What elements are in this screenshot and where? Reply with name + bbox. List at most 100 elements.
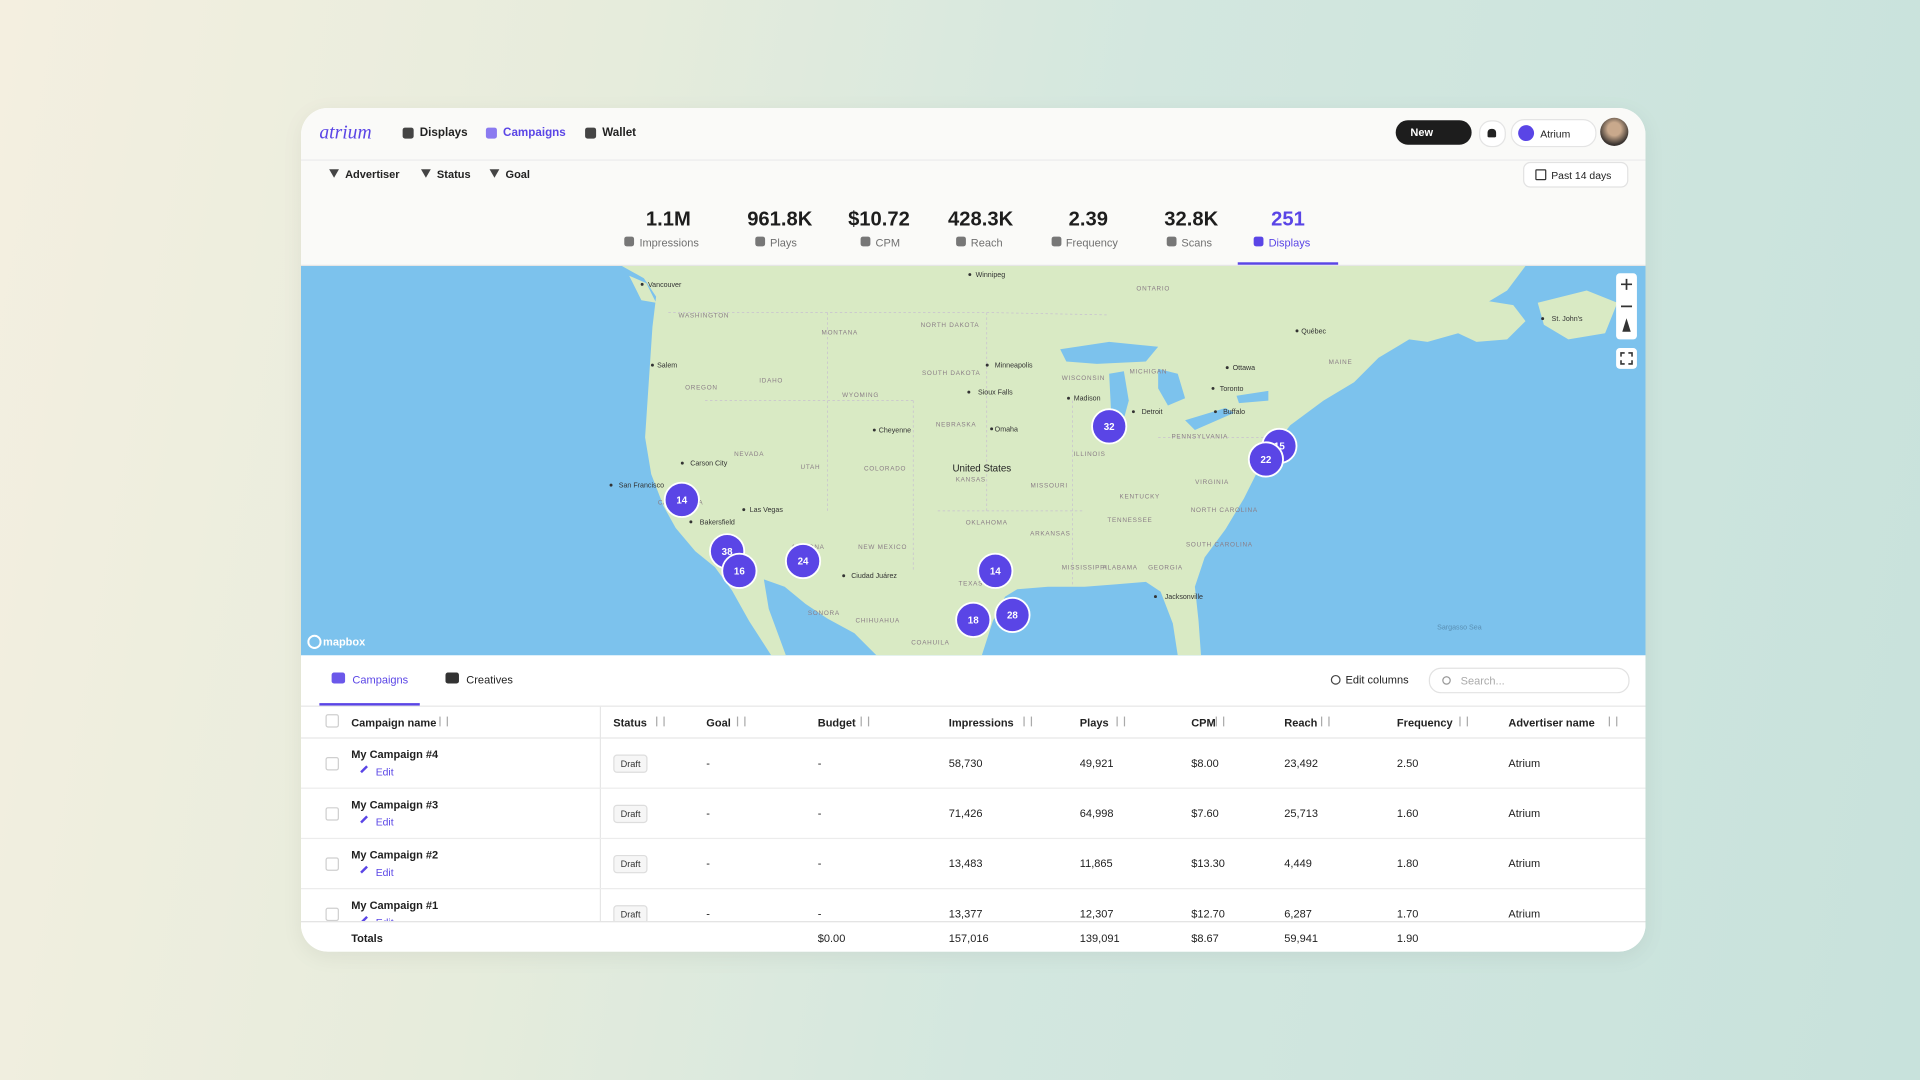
cluster-circle <box>977 552 1014 589</box>
campaign-name[interactable]: My Campaign #4 <box>351 748 439 761</box>
new-button[interactable]: New <box>1395 120 1472 145</box>
stat-label[interactable]: CPM <box>875 236 901 249</box>
column-header[interactable]: Frequency <box>1396 716 1453 729</box>
stat-icon <box>755 236 766 247</box>
map[interactable]: Vancouver WASHINGTON OREGON IDAHO MONTANA NOR… <box>301 265 1646 656</box>
header-checkbox[interactable] <box>325 714 339 728</box>
stat-value[interactable]: 428.3K <box>948 208 1014 231</box>
map-label: Jacksonville <box>1165 593 1203 601</box>
column-header[interactable]: Impressions <box>948 716 1014 729</box>
map-cluster[interactable]: 16 <box>721 552 758 589</box>
filter-button[interactable]: Status <box>411 163 482 185</box>
table-cell: Atrium <box>1508 807 1541 820</box>
city-dot <box>609 483 613 487</box>
filter-label[interactable]: Goal <box>505 168 531 181</box>
map-label: KENTUCKY <box>1120 494 1161 501</box>
filter-button[interactable]: Goal <box>480 163 544 185</box>
column-header[interactable]: Goal <box>706 716 731 729</box>
workspace-name[interactable]: Atrium <box>1540 127 1571 140</box>
campaign-name[interactable]: My Campaign #1 <box>351 899 439 912</box>
map-label: Carson City <box>690 460 728 468</box>
map-cluster[interactable]: 14 <box>977 552 1014 589</box>
map-label: IDAHO <box>759 377 783 384</box>
stat-value[interactable]: $10.72 <box>848 208 910 231</box>
search-placeholder[interactable]: Search... <box>1460 674 1505 688</box>
map-cluster[interactable]: 32 <box>1091 408 1128 445</box>
column-header[interactable]: Budget <box>817 716 856 729</box>
tab-label[interactable]: Creatives <box>466 673 513 686</box>
stat-label[interactable]: Reach <box>970 236 1003 249</box>
edit-columns-button[interactable]: Edit columns <box>1345 673 1409 686</box>
date-range-label[interactable]: Past 14 days <box>1551 169 1612 182</box>
fullscreen-icon[interactable] <box>1620 352 1633 365</box>
lake <box>1060 341 1159 364</box>
map-cluster[interactable]: 18 <box>955 601 992 638</box>
edit-link[interactable]: Edit <box>376 916 394 921</box>
fullscreen-button[interactable] <box>1616 348 1637 369</box>
stat-label[interactable]: Displays <box>1268 236 1311 249</box>
edit-columns-icon <box>1330 674 1341 685</box>
stat-value[interactable]: 32.8K <box>1164 208 1219 231</box>
stat-label[interactable]: Plays <box>769 236 797 249</box>
tab-label[interactable]: Campaigns <box>352 673 409 686</box>
search-input[interactable]: Search... <box>1428 667 1630 694</box>
column-header[interactable]: Plays <box>1079 716 1109 729</box>
nav-item[interactable]: Wallet <box>602 126 637 140</box>
campaign-name[interactable]: My Campaign #2 <box>351 848 439 862</box>
nav-item[interactable]: Displays <box>419 126 468 140</box>
date-range-button[interactable]: Past 14 days <box>1523 161 1629 188</box>
zoom-icons[interactable] <box>1621 278 1633 332</box>
stat-label[interactable]: Frequency <box>1065 236 1118 249</box>
stat-value[interactable]: 251 <box>1271 208 1305 231</box>
cluster-circle <box>955 601 992 638</box>
map-cluster[interactable]: 24 <box>784 543 822 580</box>
tab-icon <box>331 672 346 684</box>
filter-label[interactable]: Status <box>436 168 471 181</box>
workspace-switcher[interactable]: Atrium <box>1510 119 1597 148</box>
column-header[interactable]: Campaign name <box>351 716 437 729</box>
table-cell: 1.80 <box>1396 857 1419 870</box>
filter-button[interactable]: Advertiser <box>319 163 407 185</box>
map-label: WASHINGTON <box>678 312 729 319</box>
table-cell: 4,449 <box>1284 857 1312 870</box>
filter-label[interactable]: Advertiser <box>345 168 400 181</box>
table-cell: 1.60 <box>1396 807 1419 820</box>
stat-label[interactable]: Impressions <box>639 236 699 249</box>
map-cluster[interactable]: 22 <box>1247 441 1284 478</box>
map-label: Detroit <box>1142 408 1163 416</box>
stat-label[interactable]: Scans <box>1181 236 1213 249</box>
row-checkbox[interactable] <box>325 857 339 871</box>
nav-icon <box>585 127 597 139</box>
column-header[interactable]: Reach <box>1284 716 1318 729</box>
map-cluster[interactable]: 28 <box>994 596 1031 634</box>
map-label: NEBRASKA <box>936 421 977 428</box>
stat-value[interactable]: 2.39 <box>1068 208 1109 231</box>
table-cell: Atrium <box>1508 907 1541 920</box>
column-header[interactable]: Advertiser name <box>1508 716 1595 729</box>
new-label[interactable]: New <box>1410 126 1434 139</box>
map-cluster[interactable]: 14 <box>663 481 700 518</box>
cluster-circle <box>784 543 822 580</box>
cluster-count: 24 <box>798 557 809 568</box>
land <box>1537 290 1618 340</box>
map-label: Sioux Falls <box>978 389 1013 397</box>
map-label: NEW MEXICO <box>858 544 907 551</box>
map-label: Cheyenne <box>879 426 911 434</box>
cluster-circle <box>994 596 1031 634</box>
row-checkbox[interactable] <box>325 807 339 821</box>
column-header[interactable]: CPM <box>1191 716 1216 729</box>
row-checkbox[interactable] <box>325 756 339 771</box>
avatar[interactable] <box>1600 117 1629 146</box>
status-badge: Draft <box>613 905 648 922</box>
row-checkbox[interactable] <box>325 907 339 922</box>
edit-link[interactable]: Edit <box>375 865 394 879</box>
stat-value[interactable]: 1.1M <box>645 208 691 231</box>
campaign-name[interactable]: My Campaign #3 <box>351 798 439 811</box>
column-header[interactable]: Status <box>613 716 647 729</box>
map-attribution: mapbox <box>323 637 366 649</box>
nav-item[interactable]: Campaigns <box>503 126 566 140</box>
edit-link[interactable]: Edit <box>375 765 394 778</box>
edit-link[interactable]: Edit <box>375 815 394 829</box>
stat-value[interactable]: 961.8K <box>747 208 813 231</box>
